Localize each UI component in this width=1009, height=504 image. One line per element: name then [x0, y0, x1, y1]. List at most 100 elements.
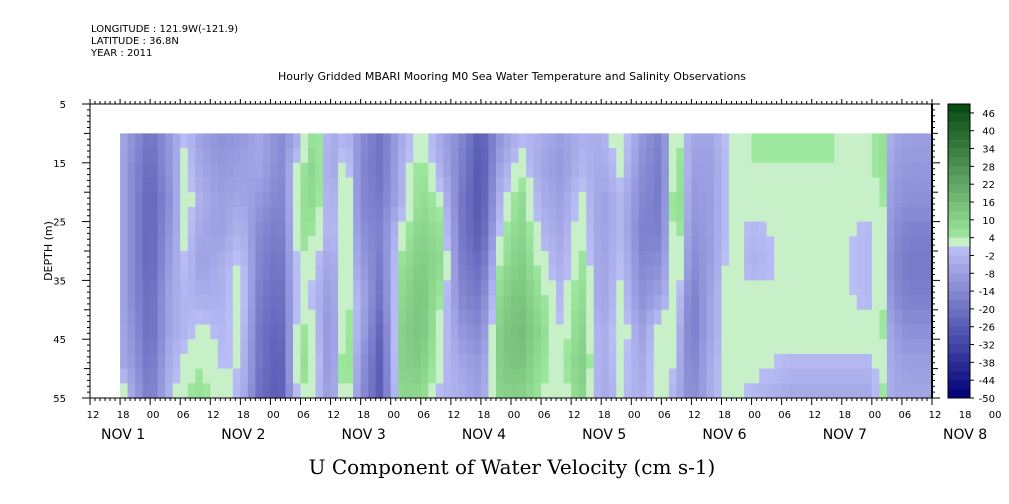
heatmap-cell: [165, 309, 174, 326]
heatmap-cell: [488, 192, 497, 208]
heatmap-cell: [578, 221, 587, 237]
heatmap-cell: [405, 368, 414, 384]
heatmap-cell: [428, 353, 437, 370]
heatmap-cell: [864, 309, 873, 326]
heatmap-cell: [631, 309, 640, 326]
heatmap-cell: [834, 265, 843, 281]
heatmap-cell: [879, 133, 888, 149]
heatmap-cell: [616, 177, 625, 193]
heatmap-cell: [766, 206, 775, 223]
heatmap-cell: [631, 383, 640, 399]
heatmap-cell: [443, 148, 452, 164]
heatmap-cell: [841, 251, 850, 267]
heatmap-cell: [202, 148, 211, 164]
heatmap-cell: [593, 133, 602, 149]
heatmap-cell: [586, 309, 595, 326]
year-label: YEAR : 2011: [91, 48, 153, 59]
heatmap-cell: [713, 309, 723, 326]
heatmap-cell: [729, 133, 738, 149]
heatmap-cell: [180, 133, 189, 149]
heatmap-cell: [909, 368, 918, 384]
heatmap-cell: [375, 177, 384, 193]
heatmap-cell: [180, 368, 189, 384]
heatmap-cell: [766, 221, 775, 237]
heatmap-cell: [616, 280, 625, 296]
heatmap-cell: [924, 309, 933, 326]
heatmap-cell: [120, 280, 129, 296]
heatmap-cell: [315, 280, 324, 296]
heatmap-cell: [443, 383, 452, 399]
heatmap-cell: [623, 221, 632, 237]
heatmap-cell: [300, 324, 309, 340]
heatmap-cell: [623, 192, 632, 208]
heatmap-cell: [766, 383, 775, 399]
heatmap-cell: [593, 295, 602, 311]
heatmap-cell: [593, 383, 602, 399]
heatmap-cell: [623, 295, 632, 311]
heatmap-cell: [533, 280, 542, 296]
heatmap-cell: [495, 339, 505, 355]
heatmap-cell: [736, 280, 745, 296]
colorbar-swatch: [948, 157, 970, 167]
heatmap-cell: [375, 251, 384, 267]
heatmap-cell: [563, 353, 572, 370]
heatmap-cell: [210, 206, 219, 223]
heatmap-cell: [277, 383, 287, 399]
heatmap-cell: [428, 192, 437, 208]
heatmap-cell: [353, 383, 362, 399]
heatmap-cell: [871, 295, 880, 311]
heatmap-cell: [480, 280, 490, 296]
heatmap-cell: [195, 177, 204, 193]
heatmap-cell: [428, 383, 437, 399]
heatmap-cell: [368, 309, 377, 326]
heatmap-cell: [345, 133, 354, 149]
heatmap-cell: [691, 383, 700, 399]
x-hour-label: 06: [658, 410, 671, 421]
heatmap-cell: [157, 383, 166, 399]
heatmap-cell: [691, 280, 700, 296]
heatmap-cell: [458, 353, 467, 370]
heatmap-cell: [428, 221, 437, 237]
heatmap-cell: [548, 265, 557, 281]
heatmap-cell: [157, 148, 166, 164]
heatmap-cell: [368, 162, 377, 179]
heatmap-cell: [458, 251, 467, 267]
heatmap-cell: [916, 353, 926, 370]
heatmap-cell: [668, 339, 677, 355]
heatmap-cell: [225, 353, 234, 370]
heatmap-cell: [841, 339, 850, 355]
heatmap-cell: [172, 353, 181, 370]
heatmap-cell: [781, 280, 790, 296]
heatmap-cell: [683, 148, 693, 164]
heatmap-cell: [909, 324, 918, 340]
heatmap-cell: [706, 339, 715, 355]
heatmap-cell: [916, 206, 926, 223]
heatmap-cell: [323, 177, 332, 193]
colorbar-label: -26: [979, 323, 995, 334]
heatmap-cell: [225, 280, 234, 296]
heatmap-cell: [180, 251, 189, 267]
heatmap-cell: [172, 368, 181, 384]
x-hour-label: 18: [959, 410, 972, 421]
heatmap-cell: [225, 368, 234, 384]
heatmap-cell: [428, 236, 437, 252]
heatmap-cell: [157, 221, 166, 237]
colorbar-swatch: [948, 282, 970, 292]
heatmap-cell: [623, 251, 632, 267]
heatmap-cell: [435, 353, 444, 370]
heatmap-cell: [195, 192, 204, 208]
heatmap-cell: [127, 221, 136, 237]
heatmap-cell: [368, 236, 377, 252]
colorbar-swatch: [948, 264, 970, 274]
heatmap-cell: [856, 148, 865, 164]
heatmap-cell: [450, 280, 459, 296]
heatmap-cell: [428, 324, 437, 340]
heatmap-cell: [638, 236, 647, 252]
heatmap-cell: [616, 221, 625, 237]
heatmap-cell: [541, 339, 550, 355]
heatmap-cell: [480, 383, 490, 399]
heatmap-cell: [232, 383, 241, 399]
heatmap-cell: [518, 162, 527, 179]
heatmap-cell: [338, 339, 347, 355]
heatmap-cell: [503, 236, 512, 252]
